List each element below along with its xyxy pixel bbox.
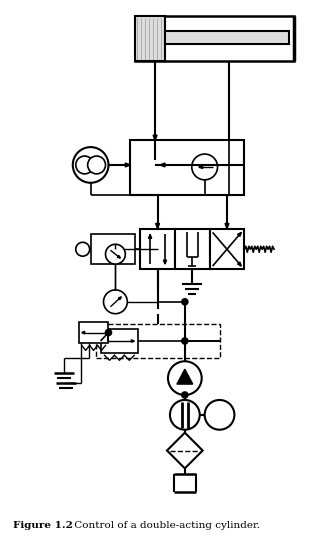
Bar — [130, 140, 244, 194]
Polygon shape — [225, 223, 229, 228]
Circle shape — [76, 242, 90, 256]
Polygon shape — [238, 232, 241, 237]
Circle shape — [104, 290, 127, 314]
Circle shape — [106, 244, 125, 264]
Bar — [135, 16, 294, 61]
Bar — [96, 324, 219, 358]
Text: Control of a double-acting cylinder.: Control of a double-acting cylinder. — [71, 521, 260, 530]
Polygon shape — [131, 340, 134, 342]
Bar — [79, 322, 109, 343]
Polygon shape — [163, 260, 167, 264]
Bar — [175, 229, 210, 269]
Circle shape — [182, 338, 188, 344]
Bar — [165, 31, 289, 44]
Circle shape — [182, 392, 188, 398]
Polygon shape — [199, 165, 203, 168]
Bar — [135, 16, 165, 61]
Polygon shape — [238, 262, 241, 266]
Polygon shape — [125, 163, 130, 167]
Polygon shape — [148, 234, 152, 238]
Polygon shape — [160, 163, 165, 167]
Polygon shape — [153, 135, 157, 140]
Polygon shape — [82, 331, 85, 334]
Circle shape — [205, 400, 234, 430]
Circle shape — [192, 154, 217, 180]
Bar — [140, 229, 175, 269]
Polygon shape — [177, 369, 193, 384]
Circle shape — [170, 400, 200, 430]
Circle shape — [73, 147, 109, 183]
Bar — [210, 229, 244, 269]
Bar — [91, 234, 135, 264]
Polygon shape — [118, 297, 121, 300]
Circle shape — [106, 330, 112, 336]
Text: Figure 1.2: Figure 1.2 — [13, 521, 73, 530]
Circle shape — [88, 156, 106, 174]
Polygon shape — [155, 223, 159, 228]
Circle shape — [182, 299, 188, 305]
Circle shape — [76, 156, 94, 174]
Polygon shape — [167, 433, 203, 468]
Bar — [101, 329, 138, 353]
Circle shape — [168, 361, 202, 395]
Polygon shape — [117, 255, 120, 258]
